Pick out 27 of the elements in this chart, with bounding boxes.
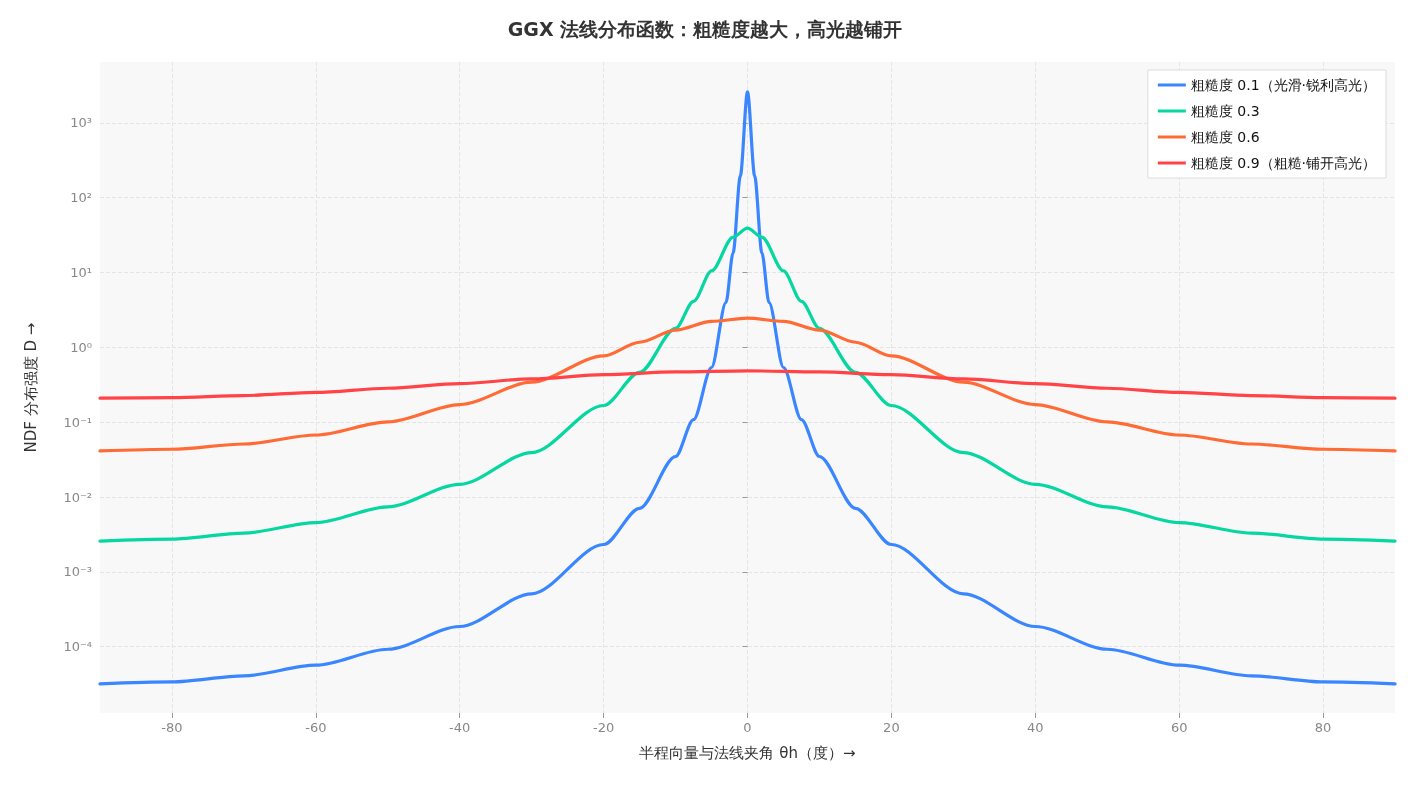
x-axis-title: 半程向量与法线夹角 θh（度）→ (639, 743, 856, 762)
x-tick-label: -40 (449, 720, 471, 735)
legend-label: 粗糙度 0.1（光滑·锐利高光） (1190, 77, 1377, 93)
x-tick-label: -20 (592, 720, 615, 735)
y-tick-label: 10² (70, 190, 92, 206)
x-tick-label: 40 (1027, 720, 1044, 735)
y-axis-title: NDF 分布强度 D → (21, 322, 40, 453)
chart-title: GGX 法线分布函数：粗糙度越大，高光越铺开 (507, 17, 903, 40)
x-tick-label: -80 (161, 720, 183, 735)
y-tick-label: 10⁻² (63, 489, 92, 505)
y-tick-label: 10³ (70, 115, 92, 131)
x-tick-label: 0 (743, 720, 752, 735)
legend-label: 粗糙度 0.9（粗糙·铺开高光） (1190, 155, 1377, 171)
line-series (98, 369, 1397, 400)
line-series (98, 226, 1397, 543)
y-tick-label: 10⁻³ (63, 564, 92, 580)
y-tick-label: 10⁰ (70, 339, 92, 355)
legend-label: 粗糙度 0.3 (1190, 103, 1260, 119)
y-tick-label: 10¹ (70, 265, 92, 281)
y-tick-label: 10⁻⁴ (63, 639, 92, 655)
legend-label: 粗糙度 0.6 (1190, 129, 1260, 145)
x-tick-label: 80 (1314, 720, 1332, 735)
y-tick-label: 10⁻¹ (63, 414, 92, 430)
x-tick-label: -60 (305, 720, 327, 735)
x-tick-label: 60 (1170, 720, 1188, 735)
x-tick-label: 20 (883, 720, 900, 735)
line-series (98, 316, 1397, 453)
